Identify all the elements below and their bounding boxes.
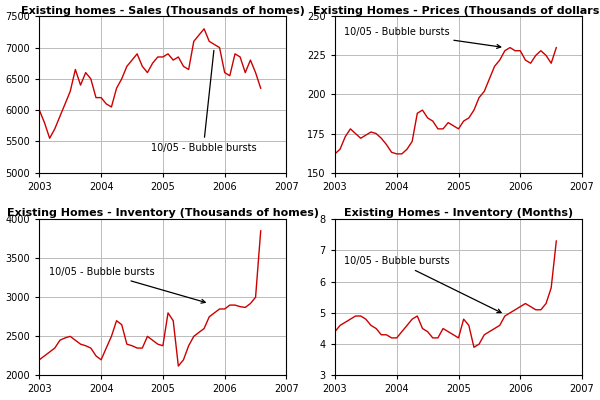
- Text: 10/05 - Bubble bursts: 10/05 - Bubble bursts: [344, 256, 501, 313]
- Text: 10/05 - Bubble bursts: 10/05 - Bubble bursts: [151, 50, 256, 153]
- Text: 10/05 - Bubble bursts: 10/05 - Bubble bursts: [344, 27, 501, 48]
- Title: Existing Homes - Inventory (Months): Existing Homes - Inventory (Months): [344, 208, 573, 218]
- Title: Existing homes - Sales (Thousands of homes): Existing homes - Sales (Thousands of hom…: [21, 6, 305, 16]
- Title: Existing Homes - Inventory (Thousands of homes): Existing Homes - Inventory (Thousands of…: [7, 208, 319, 218]
- Title: Existing Homes - Prices (Thousands of dollars): Existing Homes - Prices (Thousands of do…: [313, 6, 600, 16]
- Text: 10/05 - Bubble bursts: 10/05 - Bubble bursts: [49, 267, 205, 303]
